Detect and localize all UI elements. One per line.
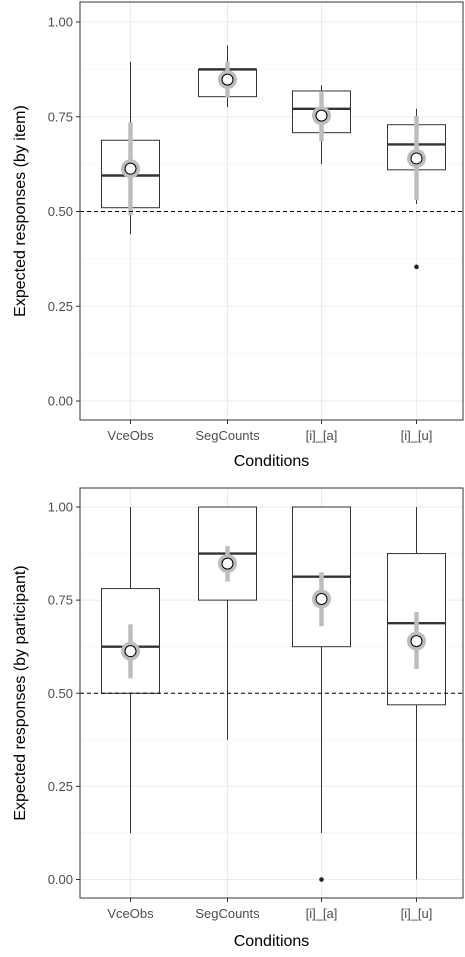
- mean-point: [221, 557, 234, 570]
- chart-panel-2: 0.00 0.25 0.50 0.75 1.00 VceObs SegCounts [i]_[…: [12, 487, 464, 950]
- mean-ci-[i]_[u]: [407, 612, 426, 670]
- y-tick-label: 0.50: [48, 204, 73, 219]
- mean-ci-[i]_[a]: [312, 92, 331, 142]
- chart-panel-1: 0.00 0.25 0.50 0.75 1.00 VceObs SegCounts [i]_[…: [12, 1, 464, 470]
- x-tick-label: SegCounts: [195, 906, 260, 921]
- x-tick-label: SegCounts: [195, 428, 260, 443]
- outlier-point: [319, 877, 324, 882]
- mean-point: [410, 152, 423, 165]
- mean-point: [124, 162, 137, 175]
- outlier-point: [414, 264, 419, 270]
- mean-point: [315, 593, 328, 606]
- y-axis-title: Expected responses (by participant): [12, 565, 29, 820]
- y-tick-label: 0.50: [48, 686, 73, 701]
- y-tick-label: 1.00: [48, 15, 73, 30]
- x-tick-label: VceObs: [107, 428, 154, 443]
- mean-point: [221, 73, 234, 86]
- mean-point: [315, 109, 328, 122]
- x-tick-label: VceObs: [107, 906, 154, 921]
- y-axis-title: Expected responses (by item): [12, 105, 29, 317]
- y-tick-label: 0.00: [48, 872, 73, 887]
- x-tick-label: [i]_[a]: [306, 906, 338, 921]
- y-tick-label: 1.00: [48, 500, 73, 515]
- mean-ci-SegCounts: [218, 61, 237, 98]
- mean-point: [410, 635, 423, 648]
- y-tick-label: 0.00: [48, 394, 73, 409]
- mean-ci-[i]_[a]: [312, 572, 331, 627]
- mean-ci-VceObs: [121, 122, 140, 216]
- mean-ci-[i]_[u]: [407, 115, 426, 201]
- x-tick-label: [i]_[a]: [306, 428, 338, 443]
- mean-ci-VceObs: [121, 624, 140, 679]
- y-tick-label: 0.25: [48, 779, 73, 794]
- x-tick-label: [i]_[u]: [401, 906, 433, 921]
- y-tick-label: 0.25: [48, 299, 73, 314]
- x-axis-title: Conditions: [234, 933, 310, 950]
- y-tick-label: 0.75: [48, 109, 73, 124]
- mean-ci-SegCounts: [218, 546, 237, 582]
- x-tick-label: [i]_[u]: [401, 428, 433, 443]
- mean-point: [124, 645, 137, 658]
- y-tick-label: 0.75: [48, 593, 73, 608]
- x-axis-title: Conditions: [234, 453, 310, 470]
